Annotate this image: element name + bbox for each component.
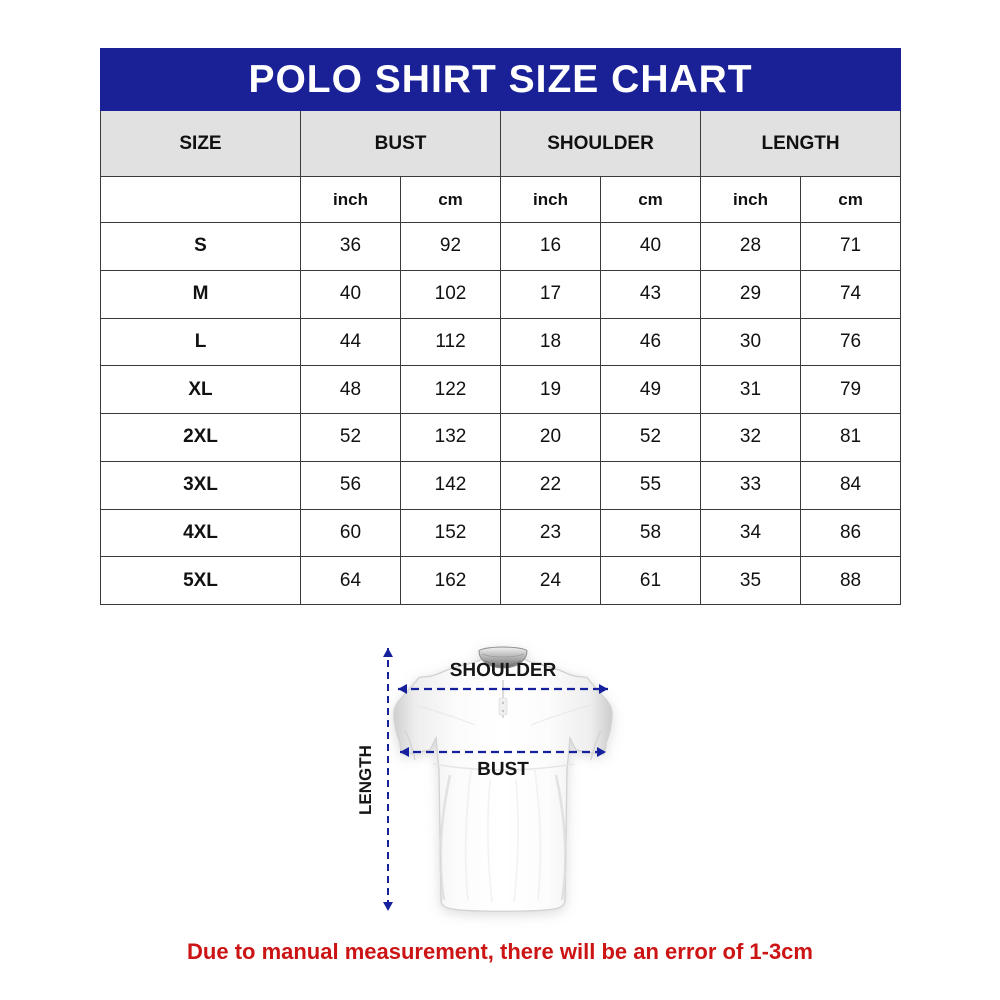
svg-text:LENGTH: LENGTH xyxy=(356,745,375,815)
svg-text:SHOULDER: SHOULDER xyxy=(450,660,557,681)
svg-text:BUST: BUST xyxy=(477,759,529,780)
